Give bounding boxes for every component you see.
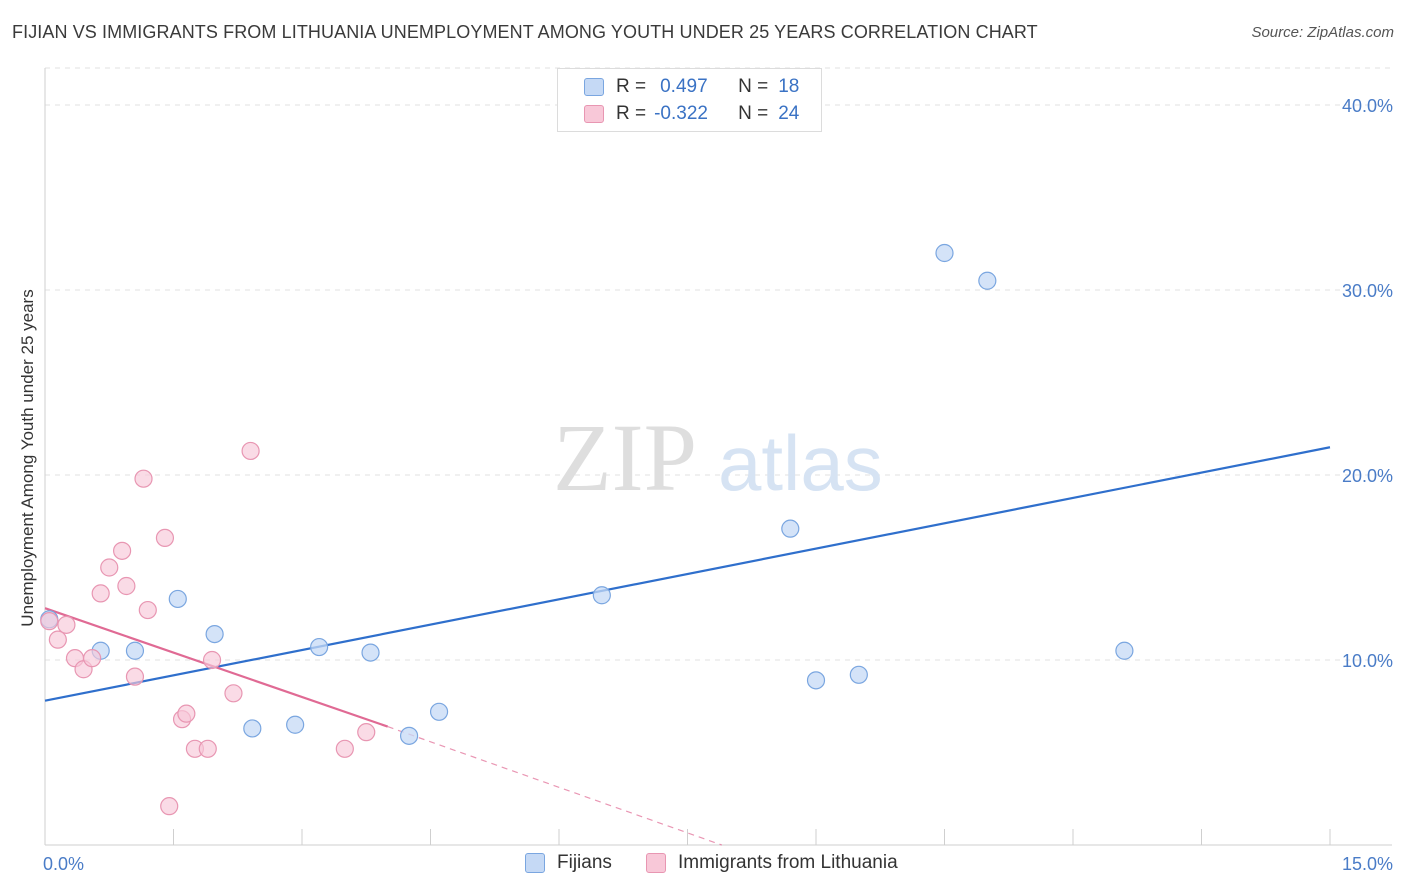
point-fijians — [399, 726, 419, 745]
legend-swatch-fijians — [584, 78, 604, 96]
y-tick-label: 40.0% — [1342, 96, 1393, 116]
legend-label-lithuania: Immigrants from Lithuania — [678, 852, 898, 873]
chart-title: FIJIAN VS IMMIGRANTS FROM LITHUANIA UNEM… — [12, 22, 1038, 42]
legend-r-key: R = — [616, 76, 647, 97]
legend-row-fijians: R = 0.497 N = 18 — [584, 75, 799, 99]
point-lithuania — [155, 528, 175, 548]
source-label: Source: ZipAtlas.com — [1251, 24, 1394, 41]
point-fijians — [205, 624, 224, 644]
legend-label-fijians: Fijians — [557, 852, 612, 873]
point-fijians — [168, 589, 187, 609]
swatch-lithuania — [646, 853, 666, 873]
legend-item-fijians: Fijians — [525, 852, 612, 874]
point-fijians — [1115, 641, 1134, 660]
x-tick-label: 0.0% — [43, 854, 84, 874]
point-lithuania — [202, 650, 222, 670]
point-lithuania — [117, 576, 136, 596]
legend: R = 0.497 N = 18 R = -0.322 N = 24 — [557, 68, 822, 132]
point-fijians — [429, 702, 449, 721]
y-tick-label: 30.0% — [1342, 281, 1393, 301]
legend-n-value: 24 — [778, 103, 800, 124]
point-lithuania — [138, 600, 157, 620]
trend-line-fijians — [44, 446, 1331, 702]
x-tick-label: 15.0% — [1342, 854, 1393, 874]
grid-lines — [45, 67, 1392, 661]
y-tick-label: 10.0% — [1342, 651, 1393, 671]
point-lithuania — [112, 541, 132, 560]
legend-row-lithuania: R = -0.322 N = 24 — [584, 102, 799, 126]
swatch-fijians — [525, 853, 545, 873]
trend-line-lithuania-extension — [387, 726, 722, 846]
axes — [44, 68, 1392, 846]
data-points — [40, 243, 1134, 816]
point-lithuania — [198, 739, 217, 758]
point-fijians — [592, 586, 611, 605]
point-fijians — [243, 719, 262, 738]
legend-r-value: 0.497 — [660, 76, 708, 97]
y-tick-label: 20.0% — [1342, 466, 1393, 486]
point-lithuania — [40, 612, 59, 631]
point-lithuania — [83, 649, 102, 668]
legend-n-key: N = — [738, 103, 769, 124]
point-lithuania — [335, 739, 354, 758]
legend-r-key: R = — [616, 103, 647, 124]
point-lithuania — [134, 469, 153, 488]
legend-r-value: -0.322 — [654, 103, 708, 124]
point-lithuania — [357, 723, 376, 742]
point-fijians — [935, 243, 954, 263]
point-lithuania — [48, 630, 67, 649]
series-legend: Fijians Immigrants from Lithuania — [0, 852, 1406, 878]
legend-item-lithuania: Immigrants from Lithuania — [646, 852, 898, 874]
point-fijians — [286, 715, 305, 734]
point-fijians — [310, 637, 329, 657]
point-lithuania — [160, 797, 179, 816]
point-fijians — [806, 671, 826, 690]
point-lithuania — [177, 704, 196, 723]
point-fijians — [978, 271, 997, 290]
point-fijians — [849, 665, 868, 684]
legend-n-value: 18 — [778, 76, 800, 97]
point-fijians — [361, 643, 380, 662]
point-lithuania — [91, 584, 110, 603]
watermark-atlas: atlas — [718, 419, 883, 507]
watermark-zip: ZIP — [553, 404, 697, 511]
point-lithuania — [241, 441, 260, 461]
point-fijians — [781, 519, 800, 538]
point-lithuania — [224, 684, 243, 703]
tick-labels: 10.0% 20.0% 30.0% 40.0% 0.0% 15.0% — [43, 96, 1393, 874]
legend-swatch-lithuania — [584, 105, 604, 123]
legend-n-key: N = — [738, 76, 769, 97]
point-fijians — [125, 641, 145, 660]
point-lithuania — [100, 558, 119, 577]
point-lithuania — [125, 667, 145, 686]
point-lithuania — [57, 615, 76, 634]
